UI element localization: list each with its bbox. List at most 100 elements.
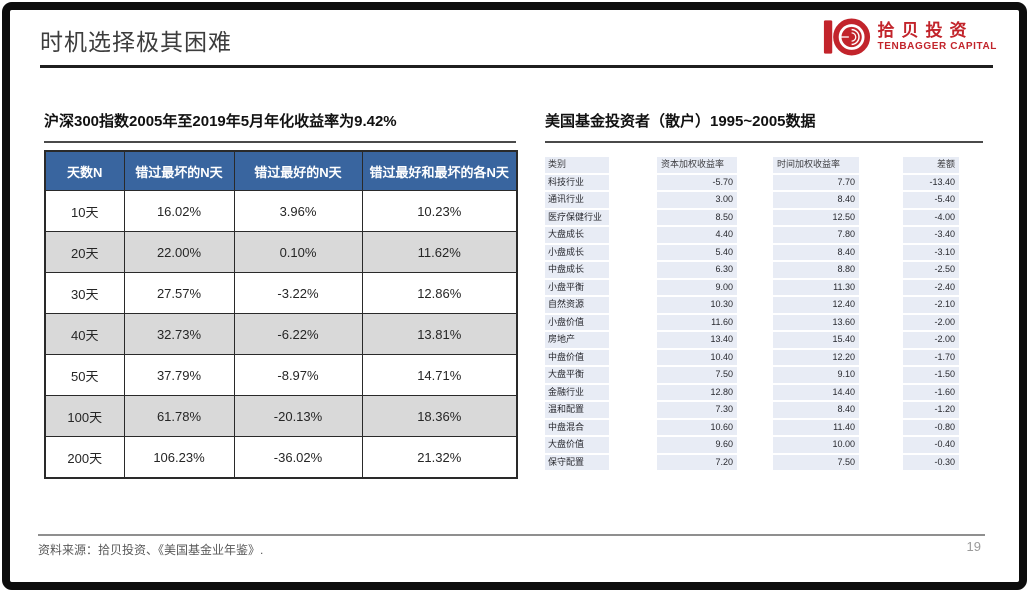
hs300-cell: -8.97% [233,354,363,396]
usfund-column-header: 资本加权收益率 [657,157,737,173]
footer-divider [38,534,985,536]
usfund-cell: 11.40 [773,419,859,435]
usfund-row: 通讯行业 3.00 8.40 -5.40 [545,192,983,208]
usfund-cell: 中盘价值 [545,349,609,365]
usfund-cell: 12.40 [773,297,859,313]
usfund-row: 医疗保健行业 8.50 12.50 -4.00 [545,209,983,225]
usfund-cell: 金融行业 [545,384,609,400]
hs300-cell: -36.02% [233,436,363,479]
usfund-cell: -0.80 [903,419,959,435]
hs300-cell: 16.02% [123,190,235,232]
usfund-row: 中盘成长 6.30 8.80 -2.50 [545,262,983,278]
hs300-title-divider [44,141,516,143]
usfund-cell: -2.00 [903,332,959,348]
usfund-cell: -3.10 [903,244,959,260]
hs300-cell: -3.22% [233,272,363,314]
hs300-cell: -20.13% [233,395,363,437]
hs300-column-header: 天数N [44,150,125,191]
hs300-row: 100天 61.78% -20.13% 18.36% [44,395,518,437]
usfund-cell: 8.40 [773,402,859,418]
hs300-cell: 3.96% [233,190,363,232]
usfund-row: 房地产 13.40 15.40 -2.00 [545,332,983,348]
hs300-cell: 11.62% [361,231,518,273]
hs300-cell: 32.73% [123,313,235,355]
usfund-header-row: 类别 资本加权收益率 时间加权收益率 差额 [545,157,983,173]
usfund-cell: 7.50 [657,367,737,383]
usfund-cell: 保守配置 [545,454,609,470]
usfund-cell: 大盘价值 [545,437,609,453]
usfund-cell: 11.30 [773,279,859,295]
hs300-cell: 61.78% [123,395,235,437]
usfund-cell: 12.50 [773,209,859,225]
hs300-cell: 10.23% [361,190,518,232]
usfund-row: 保守配置 7.20 7.50 -0.30 [545,454,983,470]
usfund-row: 小盘价值 11.60 13.60 -2.00 [545,314,983,330]
usfund-cell: 13.60 [773,314,859,330]
usfund-cell: -3.40 [903,227,959,243]
usfund-cell: 12.20 [773,349,859,365]
logo-text: 拾贝投资 TENBAGGER CAPITAL [878,21,997,53]
usfund-row: 大盘成长 4.40 7.80 -3.40 [545,227,983,243]
usfund-cell: -5.70 [657,174,737,190]
logo-name-english: TENBAGGER CAPITAL [877,41,997,52]
usfund-cell: 4.40 [657,227,737,243]
usfund-column-header: 时间加权收益率 [773,157,859,173]
usfund-cell: -4.00 [903,209,959,225]
usfund-cell: 6.30 [657,262,737,278]
hs300-annualized-return-table: 天数N 错过最坏的N天 错过最好的N天 错过最好和最坏的各N天 10天 16.02% 3.… [44,150,518,479]
usfund-cell: -0.40 [903,437,959,453]
usfund-row: 大盘平衡 7.50 9.10 -1.50 [545,367,983,383]
usfund-cell: 10.40 [657,349,737,365]
usfund-cell: 10.00 [773,437,859,453]
usfund-cell: -13.40 [903,174,959,190]
usfund-cell: 中盘成长 [545,262,609,278]
usfund-cell: 11.60 [657,314,737,330]
hs300-table-title: 沪深300指数2005年至2019年5月年化收益率为9.42% [44,113,397,130]
title-divider [40,65,993,68]
usfund-cell: 房地产 [545,332,609,348]
hs300-cell: 10天 [44,190,125,232]
hs300-column-header: 错过最好的N天 [233,150,363,191]
hs300-cell: 20天 [44,231,125,273]
usfund-cell: -1.60 [903,384,959,400]
hs300-cell: 40天 [44,313,125,355]
source-note: 资料来源：拾贝投资、《美国基金业年鉴》. [38,543,264,557]
usfund-cell: 小盘成长 [545,244,609,260]
hs300-cell: 37.79% [123,354,235,396]
usfund-cell: 15.40 [773,332,859,348]
usfund-row: 中盘混合 10.60 11.40 -0.80 [545,419,983,435]
usfund-cell: -2.50 [903,262,959,278]
hs300-cell: 22.00% [123,231,235,273]
usfund-cell: 13.40 [657,332,737,348]
page-title: 时机选择极其困难 [40,29,232,55]
usfund-cell: -1.70 [903,349,959,365]
usfund-table-title: 美国基金投资者（散户）1995~2005数据 [545,113,816,130]
hs300-cell: 0.10% [233,231,363,273]
hs300-header-row: 天数N 错过最坏的N天 错过最好的N天 错过最好和最坏的各N天 [44,150,518,191]
usfund-row: 大盘价值 9.60 10.00 -0.40 [545,437,983,453]
usfund-row: 中盘价值 10.40 12.20 -1.70 [545,349,983,365]
usfund-row: 科技行业 -5.70 7.70 -13.40 [545,174,983,190]
usfund-cell: 小盘价值 [545,314,609,330]
hs300-row: 30天 27.57% -3.22% 12.86% [44,272,518,314]
hs300-column-header: 错过最坏的N天 [123,150,235,191]
usfund-row: 温和配置 7.30 8.40 -1.20 [545,402,983,418]
hs300-row: 10天 16.02% 3.96% 10.23% [44,190,518,232]
usfund-cell: -2.00 [903,314,959,330]
usfund-cell: 9.10 [773,367,859,383]
hs300-cell: 27.57% [123,272,235,314]
usfund-cell: 8.50 [657,209,737,225]
page-number: 19 [966,539,981,554]
usfund-cell: 9.60 [657,437,737,453]
usfund-cell: -1.50 [903,367,959,383]
hs300-cell: 14.71% [361,354,518,396]
hs300-row: 20天 22.00% 0.10% 11.62% [44,231,518,273]
usfund-column-header: 差额 [903,157,959,173]
usfund-cell: 医疗保健行业 [545,209,609,225]
usfund-cell: 3.00 [657,192,737,208]
usfund-cell: 5.40 [657,244,737,260]
usfund-cell: 9.00 [657,279,737,295]
usfund-cell: 科技行业 [545,174,609,190]
hs300-cell: 200天 [44,436,125,479]
company-logo: 拾贝投资 TENBAGGER CAPITAL [823,17,997,57]
